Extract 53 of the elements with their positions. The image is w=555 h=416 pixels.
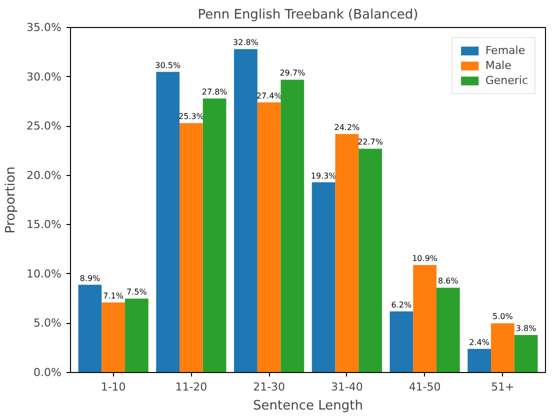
data-label: 32.8% [233, 38, 259, 48]
y-tick-label: 20.0% [26, 168, 62, 182]
bar [102, 302, 126, 372]
y-tick-label: 25.0% [26, 120, 62, 133]
x-tick-label: 51+ [491, 380, 514, 394]
data-label: 8.6% [438, 276, 459, 286]
data-label: 24.2% [334, 122, 360, 132]
y-tick-label: 30.0% [26, 70, 62, 84]
x-tick-label: 41-50 [408, 380, 441, 394]
data-label: 27.8% [202, 87, 228, 96]
data-label: 19.3% [310, 171, 337, 180]
x-tick-label: 1-10 [100, 380, 126, 394]
data-label: 6.2% [391, 300, 412, 310]
bar [257, 102, 281, 372]
data-label: 2.4% [469, 338, 490, 347]
legend-label: Generic [485, 74, 528, 87]
y-tick-label: 5.0% [34, 316, 62, 330]
y-tick-label: 10.0% [26, 267, 62, 280]
data-label: 5.0% [492, 312, 514, 322]
bar [78, 284, 102, 372]
bar [413, 265, 436, 372]
x-tick-label: 11-20 [175, 380, 208, 394]
data-label: 7.5% [126, 288, 148, 297]
bar [514, 335, 538, 372]
bar [280, 80, 304, 372]
bar [180, 123, 203, 372]
data-label: 7.1% [103, 292, 124, 301]
y-tick-label: 15.0% [26, 218, 62, 232]
legend-label: Male [485, 59, 512, 72]
x-tick-label: 21-30 [253, 380, 286, 394]
data-label: 10.9% [412, 254, 438, 264]
y-axis-title: Proportion [4, 166, 19, 234]
bar [490, 323, 514, 372]
bar [312, 182, 336, 372]
bar [125, 298, 148, 372]
bar [358, 148, 382, 372]
bar [390, 311, 414, 372]
y-tick-label: 35.0% [26, 21, 62, 34]
bar [234, 49, 258, 372]
bar [335, 134, 359, 372]
x-axis-title: Sentence Length [253, 398, 363, 414]
bar [202, 98, 226, 372]
data-label: 30.5% [155, 60, 181, 70]
bar [436, 288, 460, 372]
legend-label: Female [485, 44, 526, 57]
data-label: 3.8% [516, 324, 537, 334]
bar [156, 72, 180, 372]
bar [468, 348, 491, 372]
data-label: 8.9% [80, 274, 101, 283]
data-label: 29.7% [280, 68, 306, 78]
chart-title: Penn English Treebank (Balanced) [198, 8, 418, 22]
x-tick-label: 31-40 [330, 380, 363, 394]
y-tick-label: 0.0% [34, 366, 62, 379]
